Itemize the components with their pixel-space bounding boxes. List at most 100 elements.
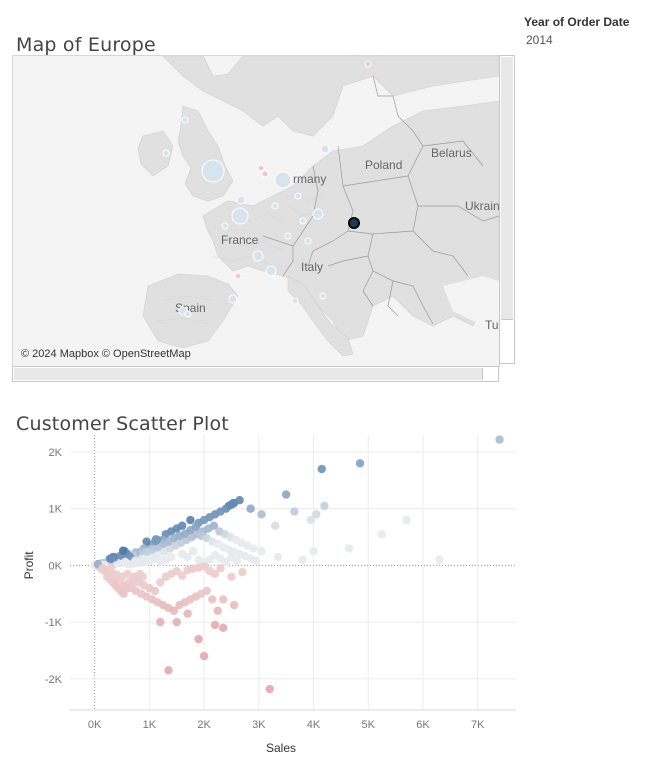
- scatter-point[interactable]: [344, 544, 354, 553]
- scatter-point[interactable]: [320, 501, 329, 511]
- scatter-point[interactable]: [249, 544, 258, 553]
- map-mark[interactable]: [228, 294, 238, 304]
- map-mark[interactable]: [231, 207, 249, 225]
- scatter-point[interactable]: [183, 609, 192, 618]
- points-layer[interactable]: [90, 435, 504, 694]
- scatter-point[interactable]: [142, 547, 151, 557]
- map-mark[interactable]: [320, 144, 330, 154]
- scatter-point[interactable]: [495, 435, 504, 444]
- scatter-point[interactable]: [242, 541, 251, 550]
- scatter-point[interactable]: [312, 510, 321, 519]
- scatter-point[interactable]: [219, 623, 228, 632]
- scatter-point[interactable]: [127, 581, 137, 590]
- map-horizontal-scroll-thumb[interactable]: [14, 368, 483, 380]
- scatter-point[interactable]: [435, 555, 444, 564]
- scatter-point[interactable]: [210, 569, 220, 579]
- scatter-point[interactable]: [156, 578, 165, 587]
- scatter-point[interactable]: [118, 546, 128, 555]
- x-tick-label: 2K: [197, 719, 211, 731]
- scatter-point[interactable]: [202, 586, 212, 596]
- scatter-point[interactable]: [290, 507, 299, 516]
- scatter-point[interactable]: [164, 666, 173, 675]
- map-mark[interactable]: [252, 250, 264, 262]
- scatter-point[interactable]: [281, 490, 291, 499]
- scatter-point[interactable]: [208, 595, 217, 604]
- scatter-point[interactable]: [123, 569, 132, 579]
- scatter-chart[interactable]: 0K 1K 2K 3K 4K 5K 6K 7K 2K 1K 0K -1K -2K Sales Profit: [0, 425, 649, 774]
- map-land-scandinavia: [162, 56, 499, 137]
- scatter-point[interactable]: [229, 600, 239, 610]
- scatter-point[interactable]: [273, 552, 283, 562]
- scatter-point[interactable]: [257, 547, 266, 556]
- map-mark[interactable]: [265, 265, 277, 277]
- scatter-point[interactable]: [251, 556, 261, 566]
- map-mark[interactable]: [364, 60, 372, 68]
- scatter-point[interactable]: [216, 564, 225, 573]
- scatter-point[interactable]: [309, 547, 318, 556]
- scatter-point[interactable]: [142, 537, 151, 546]
- scatter-point[interactable]: [377, 530, 387, 539]
- europe-map[interactable]: Poland Belarus Ukrain rmany France Italy…: [12, 55, 500, 367]
- year-filter-value[interactable]: 2014: [526, 33, 553, 47]
- map-mark-selected[interactable]: [348, 217, 360, 229]
- map-mark[interactable]: [294, 192, 302, 200]
- scatter-point[interactable]: [183, 552, 192, 562]
- map-vertical-scroll-thumb[interactable]: [501, 57, 513, 320]
- map-mark[interactable]: [221, 222, 229, 230]
- map-mark[interactable]: [181, 116, 189, 124]
- map-mark[interactable]: [271, 202, 279, 210]
- scatter-point[interactable]: [232, 556, 242, 566]
- scatter-point[interactable]: [186, 515, 195, 525]
- map-mark[interactable]: [162, 149, 170, 157]
- scatter-point[interactable]: [105, 554, 115, 563]
- map-land-iberia: [142, 273, 239, 349]
- scatter-point[interactable]: [152, 536, 161, 545]
- scatter-point[interactable]: [169, 606, 179, 615]
- scatter-point[interactable]: [306, 515, 315, 525]
- map-marks[interactable]: [162, 60, 372, 318]
- map-mark[interactable]: [291, 297, 299, 305]
- scatter-point[interactable]: [265, 684, 274, 694]
- scatter-point[interactable]: [128, 559, 138, 568]
- map-mark[interactable]: [261, 170, 269, 178]
- scatter-point[interactable]: [150, 586, 160, 596]
- scatter-point[interactable]: [317, 464, 326, 474]
- map-mark[interactable]: [201, 159, 225, 183]
- scatter-point[interactable]: [172, 617, 181, 627]
- map-mark[interactable]: [312, 208, 324, 220]
- scatter-point[interactable]: [194, 634, 203, 644]
- scatter-point[interactable]: [402, 515, 411, 525]
- map-mark[interactable]: [257, 164, 265, 172]
- scatter-point[interactable]: [188, 547, 198, 556]
- scatter-point[interactable]: [219, 595, 228, 604]
- scatter-point[interactable]: [221, 557, 231, 567]
- scatter-point[interactable]: [213, 606, 222, 615]
- scatter-point[interactable]: [177, 571, 187, 580]
- scatter-point[interactable]: [355, 459, 365, 468]
- map-mark[interactable]: [299, 217, 307, 225]
- scatter-point[interactable]: [298, 555, 307, 564]
- scatter-point[interactable]: [228, 498, 238, 508]
- map-mark[interactable]: [319, 292, 327, 300]
- scatter-point[interactable]: [199, 651, 209, 661]
- scatter-point[interactable]: [209, 521, 219, 530]
- scatter-point[interactable]: [156, 617, 165, 627]
- scatter-point[interactable]: [138, 572, 147, 581]
- scatter-point[interactable]: [210, 620, 220, 630]
- map-mark[interactable]: [184, 310, 192, 318]
- scatter-point[interactable]: [246, 504, 255, 513]
- map-horizontal-scrollbar[interactable]: [12, 366, 499, 382]
- map-mark[interactable]: [274, 171, 292, 189]
- scatter-point[interactable]: [257, 510, 266, 519]
- scatter-point[interactable]: [271, 521, 280, 530]
- scatter-point[interactable]: [191, 522, 201, 532]
- map-canvas[interactable]: Poland Belarus Ukrain rmany France Italy…: [13, 56, 499, 366]
- map-mark[interactable]: [236, 195, 246, 205]
- scatter-point[interactable]: [227, 572, 236, 581]
- scatter-point[interactable]: [238, 568, 247, 577]
- map-mark[interactable]: [284, 232, 292, 240]
- year-filter-label: Year of Order Date: [524, 15, 630, 29]
- map-mark[interactable]: [304, 237, 312, 245]
- map-vertical-scrollbar[interactable]: [499, 55, 515, 364]
- map-mark[interactable]: [234, 272, 242, 280]
